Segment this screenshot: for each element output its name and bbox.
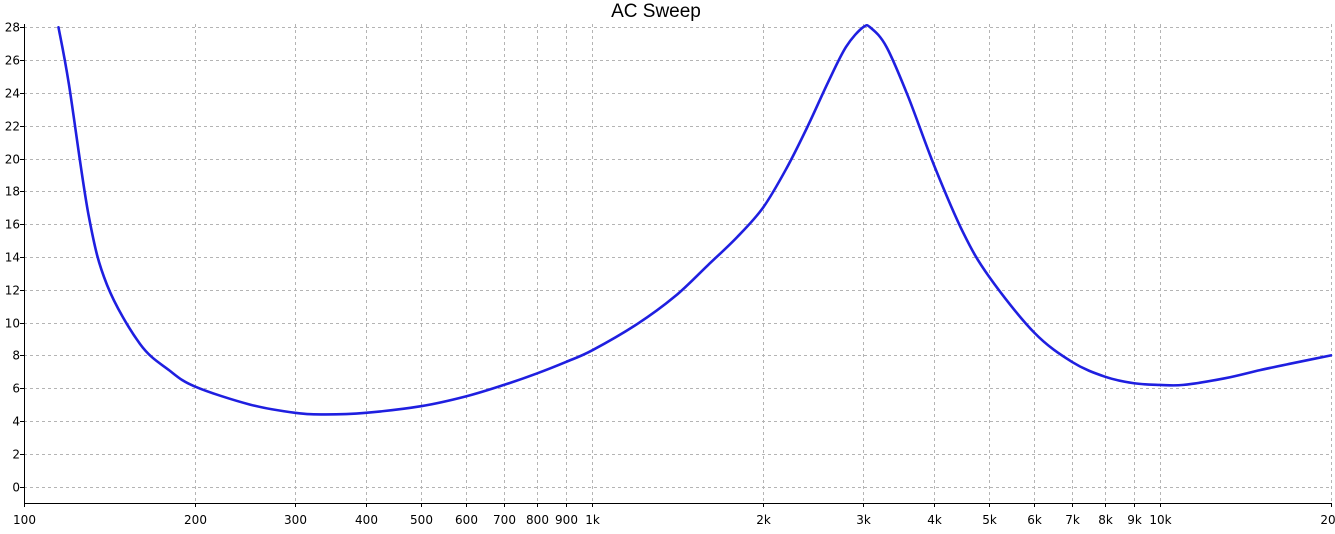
y-tick-label: 16 bbox=[5, 218, 20, 232]
x-tick-label: 500 bbox=[410, 513, 433, 527]
series-line bbox=[57, 23, 1333, 416]
y-tick-label: 18 bbox=[5, 185, 20, 199]
tick-label-layer: 100 200 300 400 500 600 700 800 900 1k 2k 3k 4k 5k 6k 7… bbox=[5, 21, 1335, 528]
y-tick-label: 12 bbox=[5, 284, 20, 298]
x-tick-label: 700 bbox=[493, 513, 516, 527]
grid-layer bbox=[24, 24, 1332, 503]
x-tick-label: 300 bbox=[284, 513, 307, 527]
x-tick-label: 3k bbox=[856, 513, 871, 527]
x-tick-label: 900 bbox=[555, 513, 578, 527]
x-tick-label: 8k bbox=[1098, 513, 1113, 527]
x-tick-label: 2k bbox=[756, 513, 771, 527]
x-tick-label: 600 bbox=[455, 513, 478, 527]
y-tick-label: 10 bbox=[5, 317, 20, 331]
y-tick-label: 26 bbox=[5, 54, 20, 68]
y-tick-label: 28 bbox=[5, 21, 20, 35]
y-tick-label: 14 bbox=[5, 251, 20, 265]
y-tick-label: 8 bbox=[12, 349, 20, 363]
x-tick-label: 5k bbox=[982, 513, 997, 527]
x-tick-label: 6k bbox=[1027, 513, 1042, 527]
x-tick-label: 4k bbox=[927, 513, 942, 527]
x-tick-label: 20k bbox=[1320, 513, 1335, 527]
x-tick-label: 7k bbox=[1065, 513, 1080, 527]
x-tick-label: 100 bbox=[13, 513, 36, 527]
y-tick-label: 22 bbox=[5, 120, 20, 134]
x-tick-label: 9k bbox=[1127, 513, 1142, 527]
y-tick-label: 2 bbox=[12, 448, 20, 462]
x-tick-label: 200 bbox=[184, 513, 207, 527]
x-tick-label: 800 bbox=[526, 513, 549, 527]
axes-layer bbox=[20, 24, 1332, 507]
x-tick-label: 400 bbox=[355, 513, 378, 527]
y-tick-label: 6 bbox=[12, 382, 20, 396]
y-tick-label: 20 bbox=[5, 153, 20, 167]
x-tick-label: 10k bbox=[1149, 513, 1171, 527]
y-tick-label: 4 bbox=[12, 415, 20, 429]
chart-title: AC Sweep bbox=[611, 1, 701, 22]
y-tick-label: 24 bbox=[5, 87, 20, 101]
series-layer bbox=[57, 23, 1333, 416]
x-tick-label: 1k bbox=[585, 513, 600, 527]
y-tick-label: 0 bbox=[12, 481, 20, 495]
